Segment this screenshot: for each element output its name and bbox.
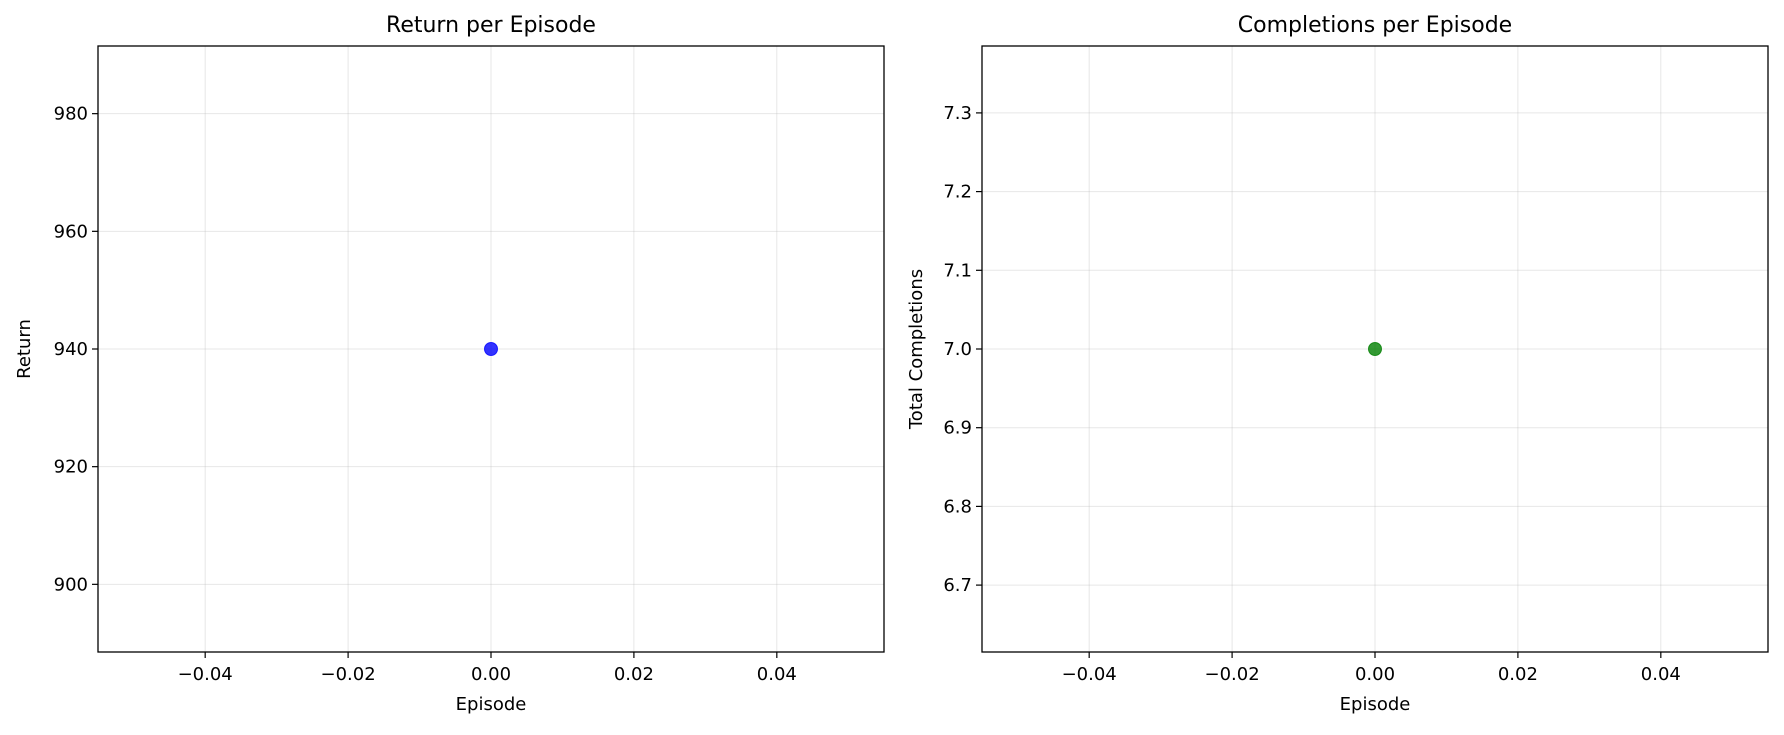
y-tick-label: 7.3: [943, 103, 972, 124]
x-axis-label: Episode: [456, 694, 527, 715]
y-tick-label: 6.8: [943, 496, 972, 517]
y-tick-label: 6.7: [943, 575, 972, 596]
y-axis-label: Return: [14, 319, 35, 379]
x-tick-label: −0.02: [321, 664, 376, 685]
chart-title: Completions per Episode: [1238, 13, 1512, 38]
y-tick-label: 980: [54, 104, 88, 125]
x-axis-label: Episode: [1340, 694, 1411, 715]
x-tick-label: −0.04: [1062, 664, 1117, 685]
y-tick-label: 7.2: [943, 182, 972, 203]
return-per-episode-panel: −0.04 −0.02 0.00 0.02 0.04 900 920 940 960 980 Ret…: [14, 13, 885, 715]
y-tick-label: 960: [54, 221, 88, 242]
x-tick-label: 0.04: [1641, 664, 1681, 685]
y-tick-label: 940: [54, 339, 88, 360]
x-tick-label: −0.02: [1205, 664, 1260, 685]
completions-per-episode-panel: −0.04 −0.02 0.00 0.02 0.04 6.7 6.8 6.9 7.0 7.1 7.2…: [906, 13, 1769, 715]
x-tick-label: −0.04: [178, 664, 233, 685]
y-tick-label: 6.9: [943, 418, 972, 439]
data-point: [484, 342, 498, 356]
data-point: [1368, 342, 1382, 356]
y-tick-label: 7.1: [943, 260, 972, 281]
chart-title: Return per Episode: [386, 13, 596, 38]
x-tick-label: 0.00: [1355, 664, 1395, 685]
y-tick-label: 900: [54, 574, 88, 595]
y-tick-label: 920: [54, 457, 88, 478]
y-tick-label: 7.0: [943, 339, 972, 360]
x-tick-label: 0.02: [1498, 664, 1538, 685]
x-tick-label: 0.04: [757, 664, 797, 685]
x-tick-label: 0.00: [471, 664, 511, 685]
x-tick-label: 0.02: [614, 664, 654, 685]
y-axis-label: Total Completions: [906, 269, 927, 430]
